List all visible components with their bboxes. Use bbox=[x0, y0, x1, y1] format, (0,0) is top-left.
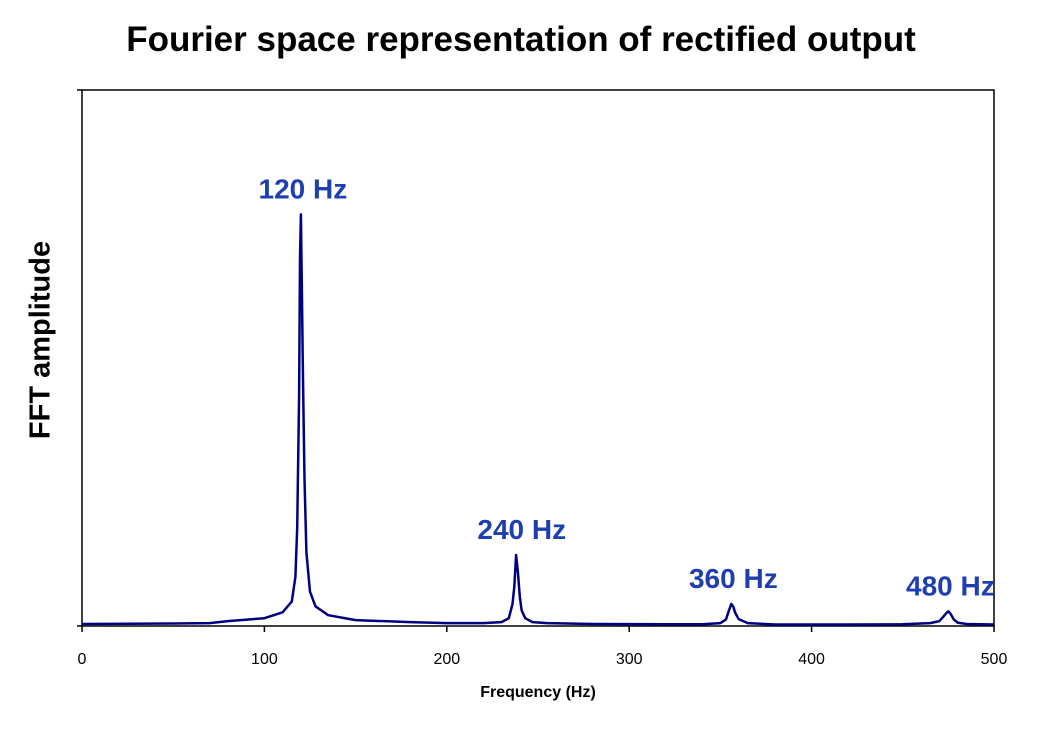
peak-annotation: 360 Hz bbox=[689, 563, 778, 594]
peak-annotation: 120 Hz bbox=[259, 173, 348, 204]
x-axis-label: Frequency (Hz) bbox=[480, 684, 596, 701]
x-tick-label: 100 bbox=[251, 651, 278, 668]
x-tick-label: 500 bbox=[981, 651, 1008, 668]
chart-title: Fourier space representation of rectifie… bbox=[126, 20, 916, 59]
peak-annotation: 480 Hz bbox=[906, 570, 995, 601]
plot-frame bbox=[81, 89, 995, 627]
x-tick-label: 0 bbox=[78, 651, 87, 668]
x-tick-label: 200 bbox=[433, 651, 460, 668]
x-tick-label: 400 bbox=[798, 651, 825, 668]
x-tick-label: 300 bbox=[616, 651, 643, 668]
fft-spectrum-line bbox=[81, 213, 995, 626]
peak-annotation: 240 Hz bbox=[477, 514, 566, 545]
